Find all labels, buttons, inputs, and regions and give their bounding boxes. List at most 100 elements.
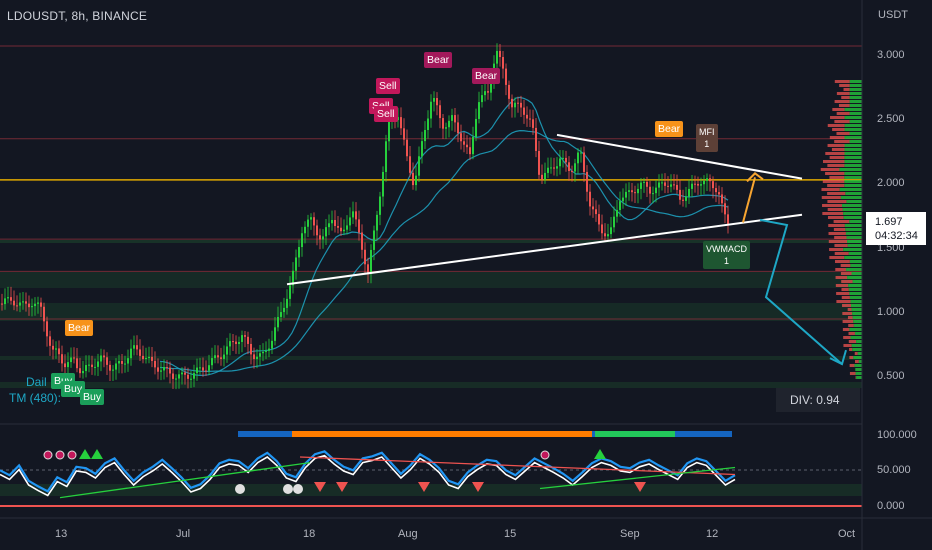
volume-bar bbox=[855, 360, 859, 363]
candle-body bbox=[205, 370, 207, 372]
volume-bar bbox=[849, 80, 862, 83]
candle-body bbox=[679, 189, 681, 200]
candle-countdown: 04:32:34 bbox=[875, 230, 918, 242]
candle-body bbox=[316, 225, 318, 236]
candle-body bbox=[604, 233, 606, 237]
demand-zone-lower bbox=[0, 303, 862, 321]
candle-body bbox=[697, 183, 699, 186]
volume-bar bbox=[852, 348, 862, 351]
volume-bar bbox=[828, 240, 848, 243]
candle-body bbox=[607, 234, 609, 237]
volume-bar bbox=[847, 276, 862, 279]
bearish-triangle-marker bbox=[418, 482, 430, 492]
candle-body bbox=[346, 225, 348, 230]
candle-body bbox=[625, 191, 627, 198]
vwmacd-signal-tag: VWMACD 1 bbox=[703, 241, 750, 269]
candle-body bbox=[313, 217, 315, 226]
candle-body bbox=[157, 367, 159, 372]
volume-bar bbox=[855, 372, 862, 375]
candle-body bbox=[148, 356, 150, 359]
volume-bar bbox=[834, 80, 850, 83]
volume-bar bbox=[853, 324, 862, 327]
mfi-signal-tag: MFI 1 bbox=[696, 124, 718, 152]
candle-body bbox=[238, 341, 240, 345]
candle-body bbox=[484, 91, 486, 96]
volume-bar bbox=[822, 212, 844, 215]
candle-body bbox=[34, 303, 36, 307]
candle-body bbox=[286, 298, 288, 308]
candle-body bbox=[385, 141, 387, 172]
candle-body bbox=[631, 190, 633, 193]
candle-body bbox=[127, 358, 129, 364]
candle-body bbox=[160, 370, 162, 372]
candle-body bbox=[400, 117, 402, 129]
bear-signal-tag: Bear bbox=[472, 68, 501, 84]
volume-bar bbox=[827, 144, 845, 147]
candle-body bbox=[445, 127, 447, 129]
candle-body bbox=[109, 364, 111, 371]
candle-body bbox=[652, 193, 654, 195]
candle-body bbox=[325, 227, 327, 237]
candle-body bbox=[307, 219, 309, 227]
volume-bar bbox=[851, 272, 862, 275]
forecast-arrows[interactable] bbox=[742, 172, 847, 366]
candle-body bbox=[685, 196, 687, 201]
volume-bar bbox=[847, 244, 862, 247]
sell-signal-tag: Sell bbox=[374, 106, 398, 122]
candle-body bbox=[361, 232, 363, 250]
candle-body bbox=[310, 217, 312, 220]
date-tick-jul: Jul bbox=[176, 528, 191, 540]
volume-bar bbox=[844, 184, 862, 187]
bear-signal-tag: Bear bbox=[655, 121, 684, 137]
candle-body bbox=[505, 68, 507, 85]
candle-body bbox=[364, 249, 366, 265]
buy-signal-tag: Buy bbox=[80, 389, 105, 405]
candle-body bbox=[622, 197, 624, 202]
candle-body bbox=[559, 158, 561, 167]
candle-body bbox=[526, 114, 528, 119]
candle-body bbox=[466, 144, 468, 148]
volume-bar bbox=[845, 192, 862, 195]
candle-body bbox=[274, 327, 276, 341]
candle-body bbox=[19, 302, 21, 306]
candle-body bbox=[475, 118, 477, 137]
candle-body bbox=[268, 348, 270, 351]
candle-body bbox=[151, 356, 153, 361]
volume-bar bbox=[843, 216, 862, 219]
volume-bar bbox=[840, 272, 852, 275]
volume-bar bbox=[843, 88, 850, 91]
candle-body bbox=[13, 300, 15, 306]
bullish-triangle-marker bbox=[79, 449, 91, 459]
candle-body bbox=[550, 167, 552, 169]
trendlines[interactable] bbox=[286, 133, 803, 286]
volume-bar bbox=[855, 368, 862, 371]
candle-body bbox=[478, 102, 480, 119]
candle-body bbox=[433, 98, 435, 102]
volume-bar bbox=[853, 356, 862, 359]
volume-bar bbox=[841, 96, 850, 99]
horizontal-levels bbox=[0, 45, 862, 320]
volume-bar bbox=[849, 120, 862, 123]
candle-body bbox=[670, 184, 672, 187]
candle-body bbox=[1, 303, 3, 305]
volume-bar bbox=[851, 304, 862, 307]
volume-bar bbox=[847, 316, 853, 319]
candle-body bbox=[424, 130, 426, 142]
volume-bar bbox=[827, 200, 847, 203]
volume-bar bbox=[854, 364, 862, 367]
candle-body bbox=[676, 184, 678, 190]
candle-body bbox=[202, 367, 204, 371]
volume-bar bbox=[834, 252, 849, 255]
candle-body bbox=[163, 367, 165, 371]
date-tick-12: 12 bbox=[706, 528, 719, 540]
volume-bar bbox=[836, 292, 850, 295]
candle-body bbox=[376, 214, 378, 231]
bullish-triangle-marker bbox=[594, 449, 606, 459]
volume-bar bbox=[835, 260, 850, 263]
candle-body bbox=[370, 249, 372, 274]
volume-bar bbox=[836, 92, 850, 95]
candle-body bbox=[517, 102, 519, 104]
candle-body bbox=[46, 321, 48, 337]
candle-body bbox=[415, 175, 417, 186]
